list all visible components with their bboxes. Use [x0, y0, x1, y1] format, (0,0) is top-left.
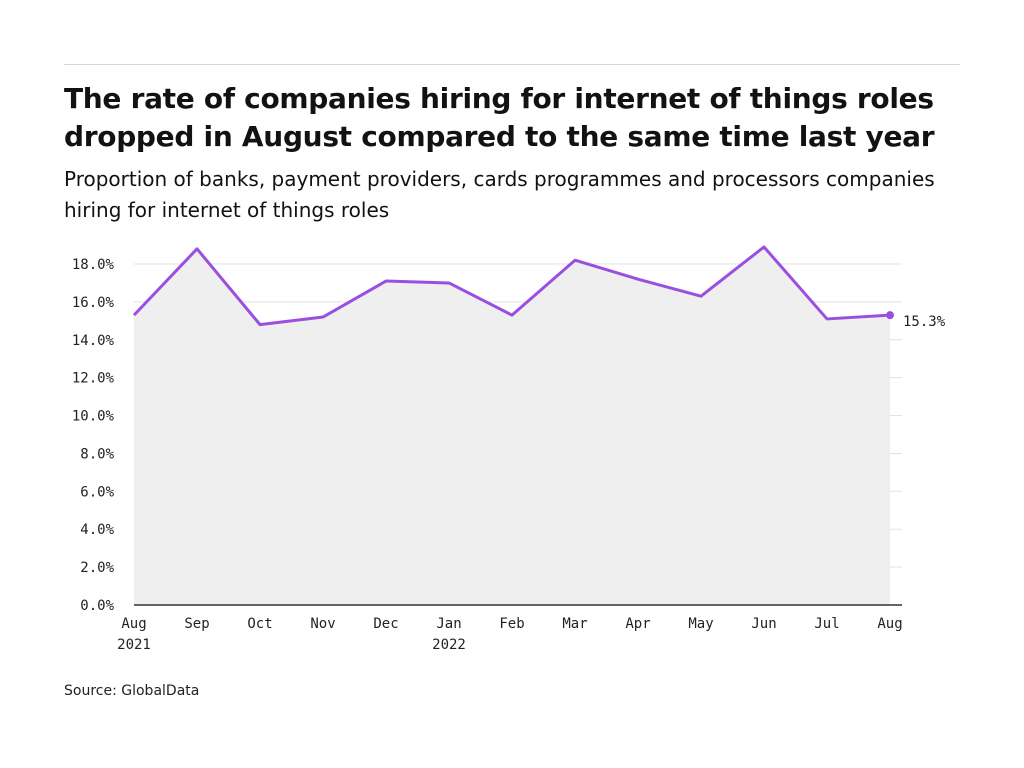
x-tick-label: Oct — [247, 616, 272, 632]
x-tick-label: 2022 — [432, 637, 466, 653]
x-tick-label: Apr — [625, 616, 650, 632]
y-tick-label: 6.0% — [80, 484, 114, 500]
area-fill — [134, 246, 890, 605]
y-tick-label: 16.0% — [72, 295, 115, 311]
x-axis-tick-labels: Aug 2021 Sep Oct Nov Dec Jan 2022 Feb Mar Apr May Ju… — [117, 616, 903, 653]
top-divider — [64, 64, 960, 65]
x-tick-label: Jul — [814, 616, 839, 632]
series-line-group — [132, 245, 891, 327]
data-points — [886, 311, 894, 320]
end-point-marker — [886, 311, 894, 320]
y-tick-label: 2.0% — [80, 560, 114, 576]
x-tick-label: Mar — [562, 616, 587, 632]
x-tick-label: Aug — [121, 616, 146, 632]
x-tick-label: Jan — [436, 616, 461, 632]
x-tick-label: Aug — [877, 616, 902, 632]
y-tick-label: 4.0% — [80, 522, 114, 538]
end-value-label: 15.3% — [903, 314, 946, 330]
y-tick-label: 0.0% — [80, 598, 114, 614]
x-tick-label: Dec — [373, 616, 398, 632]
y-tick-label: 12.0% — [72, 371, 115, 387]
x-tick-label: May — [688, 616, 713, 632]
x-tick-label: 2021 — [117, 637, 151, 653]
y-tick-label: 18.0% — [72, 257, 115, 273]
y-tick-label: 14.0% — [72, 333, 115, 349]
x-tick-label: Nov — [310, 616, 335, 632]
x-tick-label: Feb — [499, 616, 524, 632]
source-note: Source: GlobalData — [64, 683, 200, 699]
area-fill-group — [134, 246, 890, 605]
series-line — [132, 245, 891, 327]
chart-subtitle: Proportion of banks, payment providers, … — [64, 167, 935, 222]
x-tick-label: Jun — [751, 616, 776, 632]
y-axis-tick-labels: 0.0% 2.0% 4.0% 6.0% 8.0% 10.0% 12.0% 14.0% 16.0%… — [72, 257, 115, 614]
x-tick-label: Sep — [184, 616, 209, 632]
y-tick-label: 10.0% — [72, 409, 115, 425]
y-tick-label: 8.0% — [80, 446, 114, 462]
chart-title: The rate of companies hiring for interne… — [64, 82, 935, 153]
